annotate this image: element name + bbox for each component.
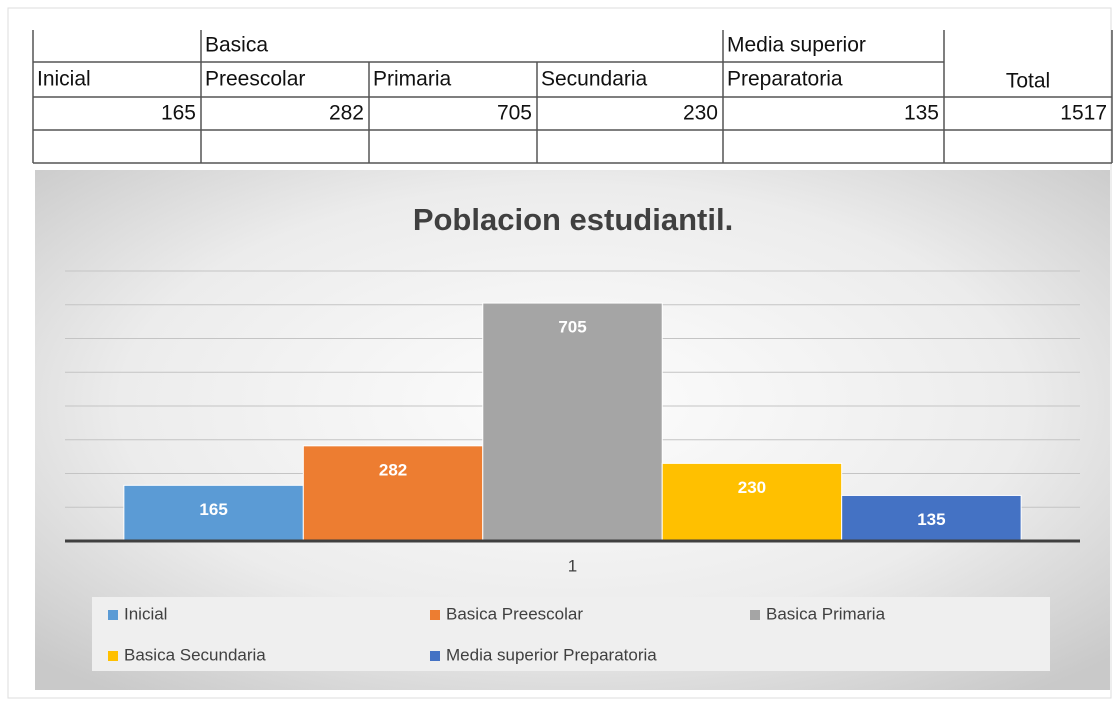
table bbox=[32, 30, 1113, 164]
legend-swatch bbox=[108, 651, 118, 661]
table-header-group: Basica bbox=[205, 34, 268, 57]
table-cell: 165 bbox=[161, 102, 196, 125]
data-label: 282 bbox=[379, 460, 407, 479]
table-header-group: Media superior bbox=[727, 34, 866, 57]
data-label: 165 bbox=[199, 500, 227, 519]
legend-swatch bbox=[430, 610, 440, 620]
table-cell: 135 bbox=[904, 102, 939, 125]
table-cell: 705 bbox=[497, 102, 532, 125]
legend-label: Basica Secundaria bbox=[124, 645, 266, 664]
legend-swatch bbox=[108, 610, 118, 620]
data-label: 230 bbox=[738, 478, 766, 497]
table-header: Total bbox=[1006, 70, 1050, 93]
table-header: Inicial bbox=[37, 68, 91, 91]
legend-swatch bbox=[430, 651, 440, 661]
legend-label: Basica Primaria bbox=[766, 604, 886, 623]
data-label: 135 bbox=[917, 510, 945, 529]
table-header: Preparatoria bbox=[727, 68, 843, 91]
bar bbox=[841, 494, 1022, 542]
x-tick-label: 1 bbox=[568, 556, 577, 575]
table-cell: 282 bbox=[329, 102, 364, 125]
chart-title: Poblacion estudiantil. bbox=[413, 202, 733, 237]
bar bbox=[661, 462, 843, 542]
table-header: Primaria bbox=[373, 68, 451, 91]
table-header: Secundaria bbox=[541, 68, 648, 91]
legend-label: Inicial bbox=[124, 604, 167, 623]
table-header: Preescolar bbox=[205, 68, 305, 91]
legend-swatch bbox=[750, 610, 760, 620]
bar bbox=[482, 302, 663, 542]
table-cell: 1517 bbox=[1060, 102, 1107, 125]
legend-label: Basica Preescolar bbox=[446, 604, 583, 623]
data-label: 705 bbox=[558, 318, 586, 337]
bar bbox=[123, 484, 304, 542]
legend-box bbox=[92, 597, 1050, 671]
legend-label: Media superior Preparatoria bbox=[446, 645, 657, 664]
table-cell: 230 bbox=[683, 102, 718, 125]
